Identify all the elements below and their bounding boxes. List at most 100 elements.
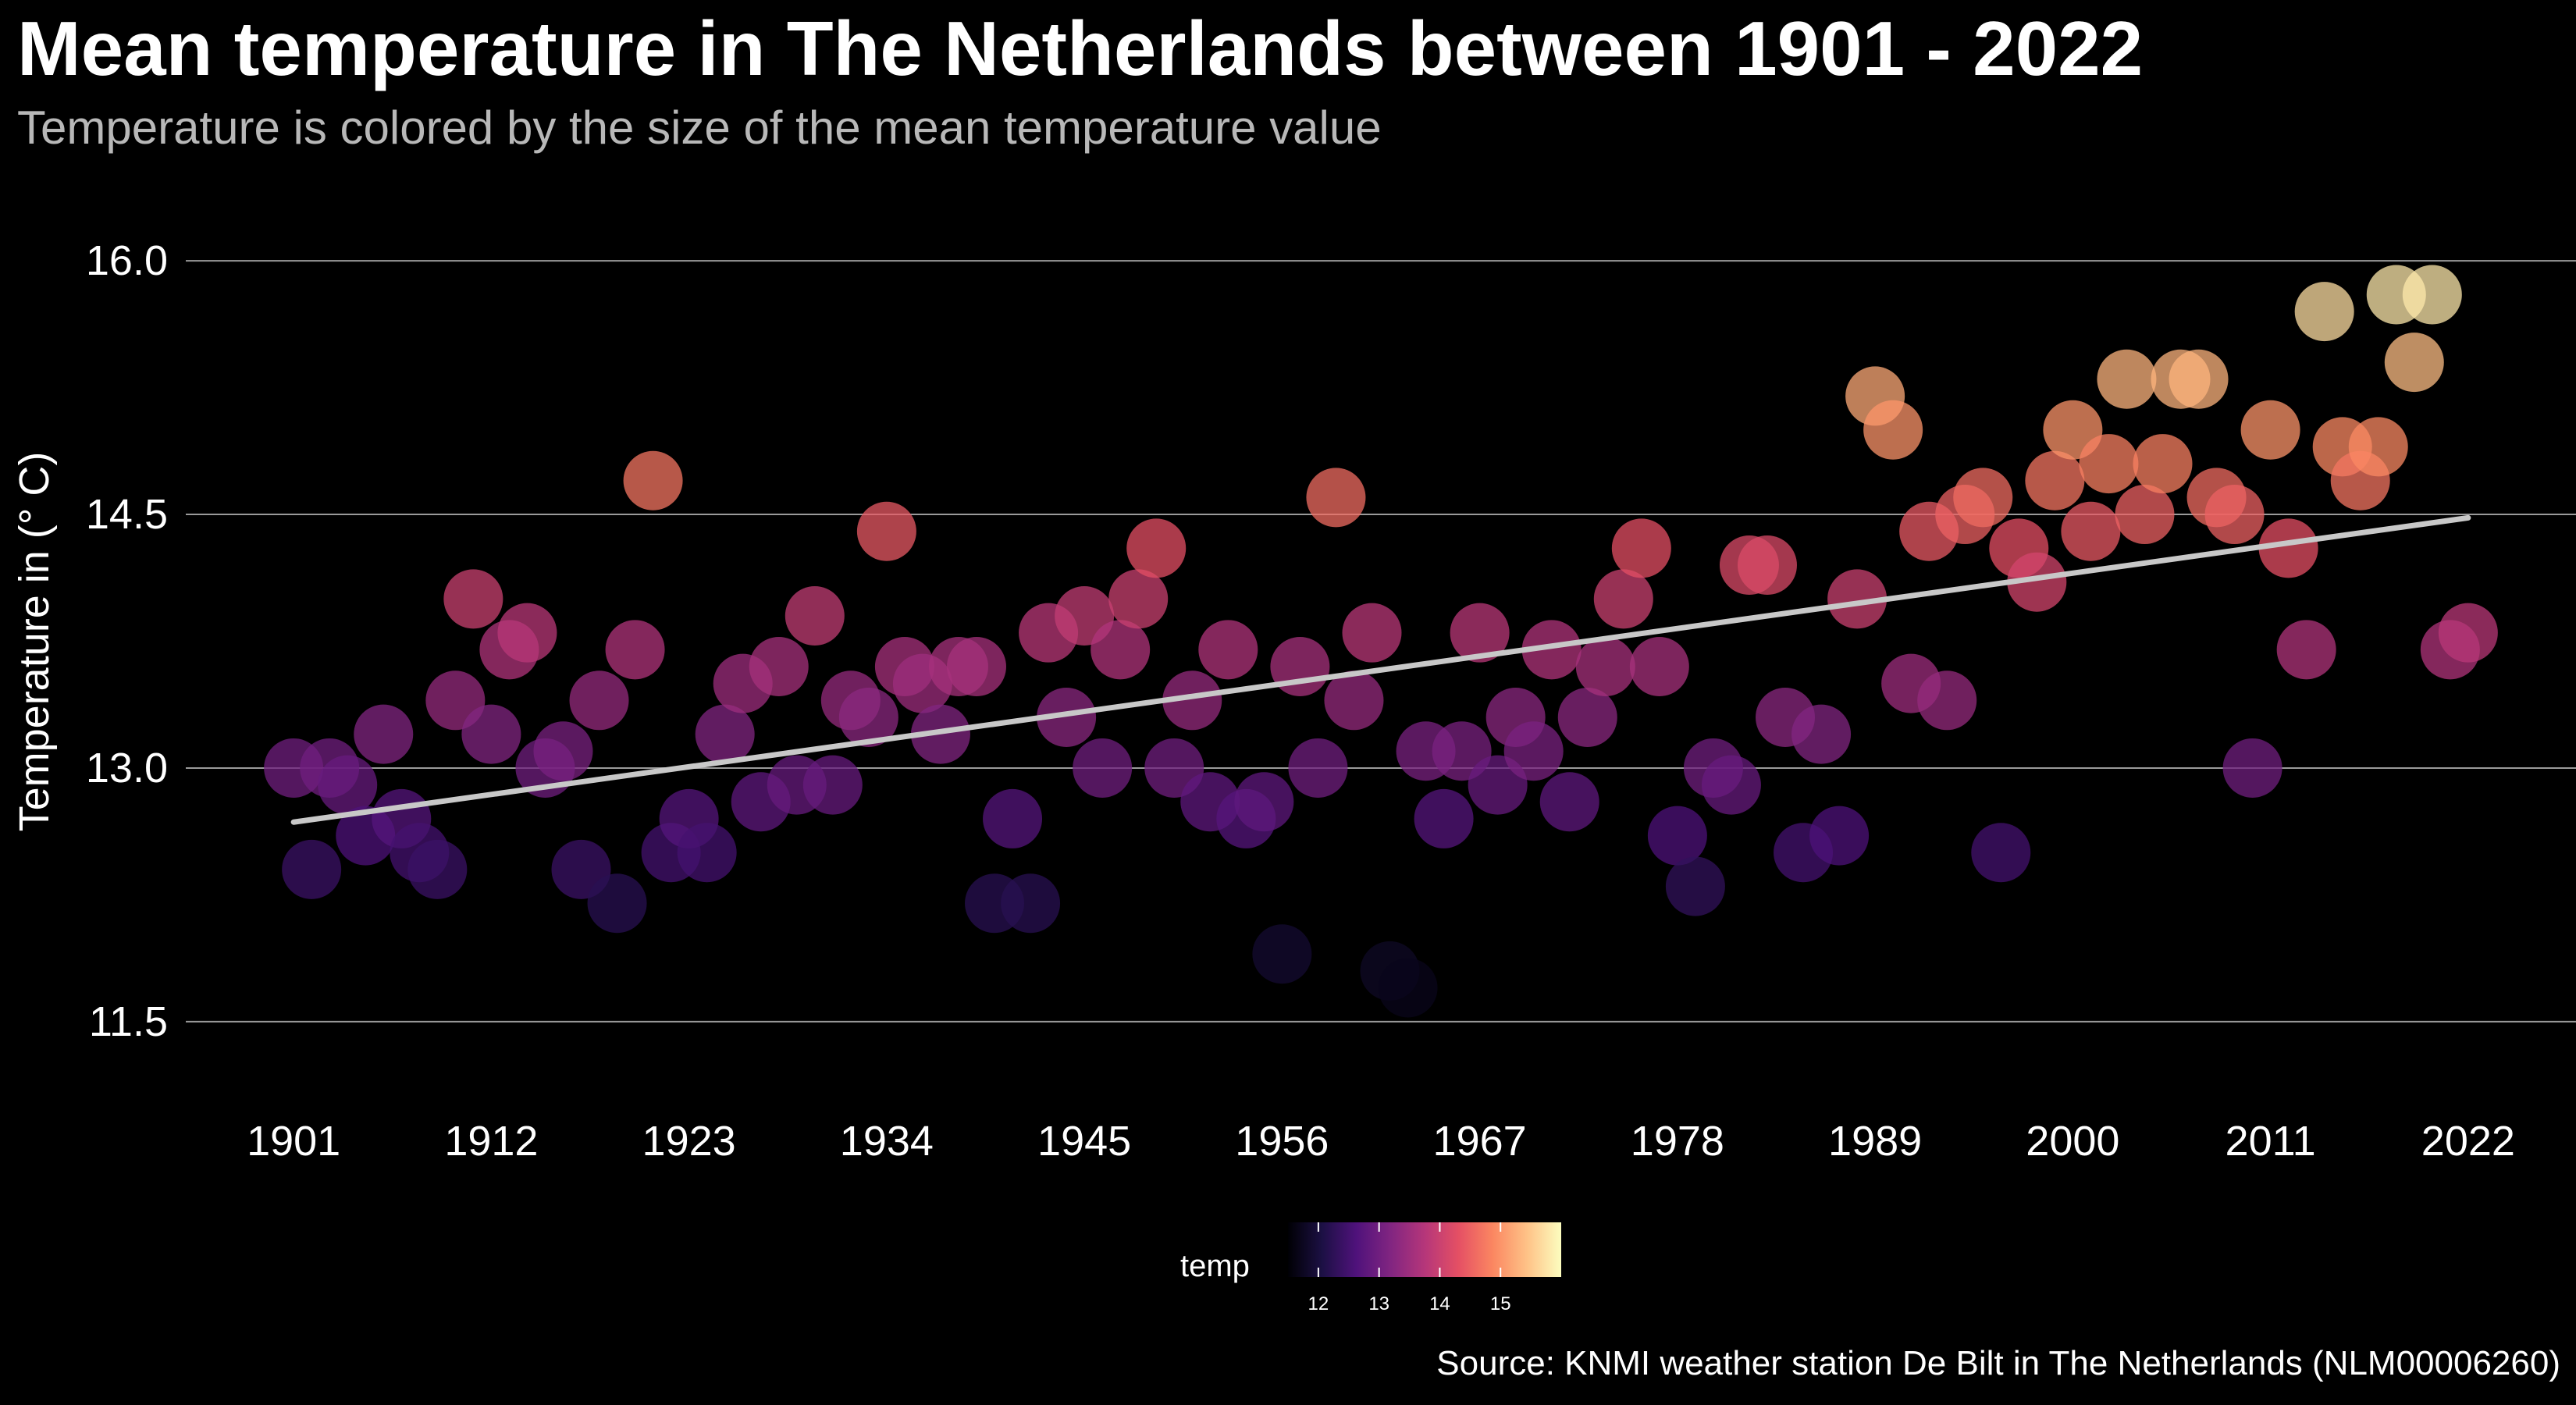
data-point [1665,856,1725,916]
chart-caption: Source: KNMI weather station De Bilt in … [1436,1344,2560,1382]
data-point [1827,569,1888,629]
data-point [2348,417,2408,477]
data-point [1378,958,1438,1018]
data-point [2061,501,2121,561]
x-tick-label: 2000 [2026,1118,2119,1165]
data-point [2222,738,2282,798]
legend-title: temp [1180,1249,1250,1283]
data-point [2384,333,2444,393]
data-point [2240,400,2300,460]
x-tick-label: 1989 [1828,1118,1922,1165]
trend-line [290,514,2471,825]
legend-color-bar [1288,1222,1561,1277]
data-point [1198,620,1258,680]
data-point [1539,772,1599,832]
data-point [354,704,414,764]
data-point [2169,349,2229,409]
data-point [2276,620,2336,680]
data-point [1091,620,1151,680]
data-point [1737,535,1797,596]
data-point [983,788,1043,848]
data-point [497,603,557,663]
data-point [569,670,629,731]
x-axis-tick-labels: 1901 1912 1923 1934 1945 1956 1967 1978 1989 2000… [247,1118,2515,1165]
data-point [2115,485,2175,545]
data-point [282,839,342,899]
data-point [1270,636,1330,696]
data-point [587,873,647,934]
data-point [677,823,737,883]
x-tick-label: 1901 [247,1118,340,1165]
data-point [838,687,898,747]
data-point [2438,603,2498,663]
data-point [1450,603,1510,663]
data-point [1108,569,1169,629]
data-point [1647,806,1707,866]
data-point [1414,788,1474,848]
x-tick-label: 1967 [1433,1118,1527,1165]
trend-line-group [290,514,2471,825]
data-point [1863,400,1923,460]
data-point [1629,636,1689,696]
data-point [605,620,665,680]
data-point [623,450,683,510]
data-point [1288,738,1348,798]
data-point [856,501,916,561]
y-tick-label: 11.5 [89,998,168,1045]
data-point [407,839,468,899]
y-tick-label: 13.0 [86,745,168,791]
data-point [2402,265,2462,325]
x-tick-label: 1934 [840,1118,934,1165]
data-point [1503,721,1564,781]
data-point [533,721,593,781]
data-point [2133,434,2193,494]
data-point [946,636,1006,696]
data-point [1162,670,1222,731]
data-point [1953,468,2013,528]
data-point [1037,687,1097,747]
data-point [2258,518,2318,578]
data-point [802,755,863,815]
data-point [2007,552,2067,612]
data-point [1575,636,1635,696]
x-tick-label: 1923 [642,1118,736,1165]
data-point [1252,924,1312,984]
data-point [785,586,845,646]
data-point [1324,670,1384,731]
data-point [1073,738,1133,798]
data-point [1342,603,1402,663]
data-point [1917,670,1977,731]
data-point [1557,687,1617,747]
legend-tick-label: 14 [1429,1293,1450,1314]
x-tick-label: 2022 [2421,1118,2515,1165]
data-point [1234,772,1294,832]
data-point [1971,823,2031,883]
data-point [1001,873,1061,934]
data-point [2204,485,2265,545]
data-point [1593,569,1653,629]
legend-tick-label: 12 [1308,1293,1329,1314]
y-axis-label: Temperature in (° C) [11,452,58,832]
y-tick-label: 14.5 [86,491,168,538]
x-tick-label: 1912 [444,1118,538,1165]
legend-tick-label: 15 [1490,1293,1511,1314]
data-point [1126,518,1187,578]
data-point [318,755,378,815]
legend-tick-label: 13 [1368,1293,1389,1314]
data-point [695,704,755,764]
data-point [2294,282,2354,342]
data-point [2079,434,2139,494]
data-point [443,569,503,629]
data-point [1521,620,1582,680]
y-tick-label: 16.0 [86,237,168,284]
data-point [1701,755,1761,815]
data-points [264,265,2498,1018]
grid-lines [186,260,2576,1023]
data-point [749,636,809,696]
chart-subtitle: Temperature is colored by the size of th… [17,101,1382,154]
x-tick-label: 1978 [1631,1118,1724,1165]
data-point [1809,806,1870,866]
y-axis-tick-labels: 11.5 13.0 14.5 16.0 [86,237,168,1045]
data-point [461,704,521,764]
chart-title: Mean temperature in The Netherlands betw… [17,5,2144,91]
